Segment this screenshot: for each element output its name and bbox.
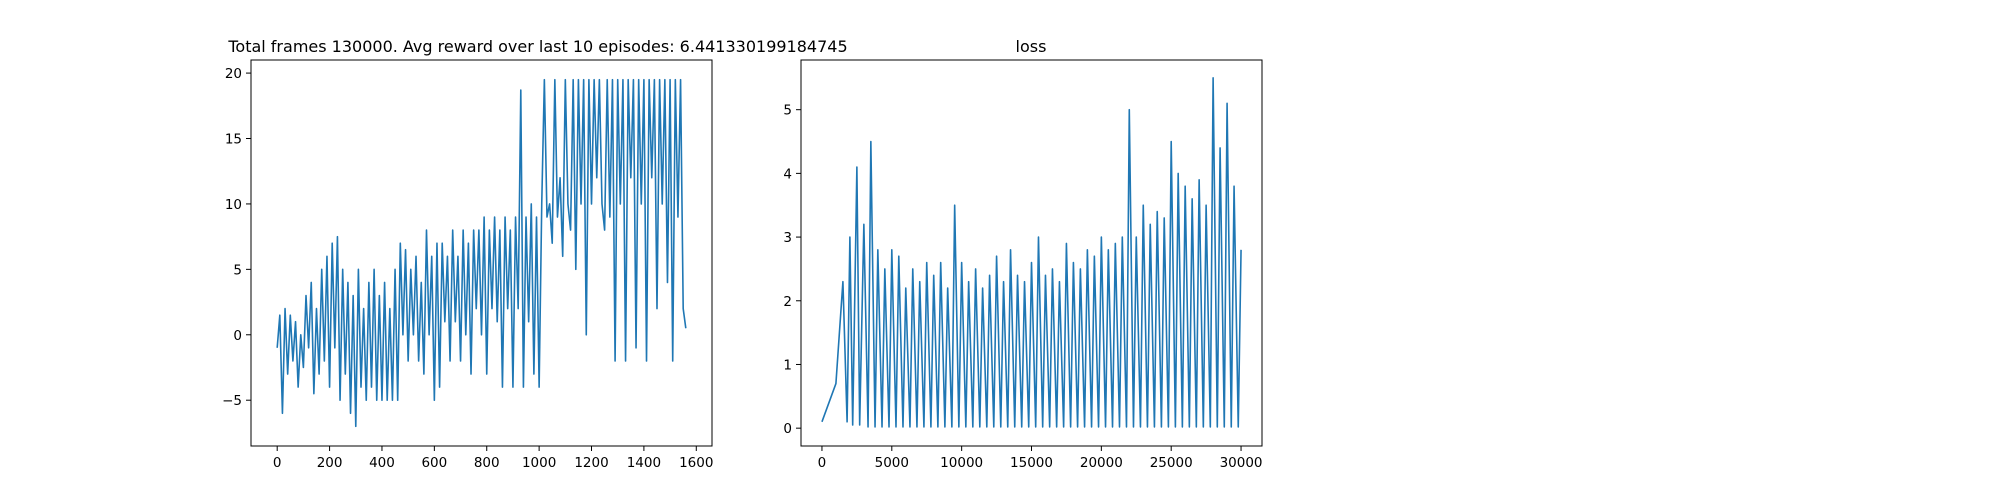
loss-x-ticks: 0 5000 10000 15000 20000 25000 30000 [818, 446, 1263, 471]
loss-x-tick-label: 10000 [940, 455, 983, 471]
loss-y-ticks: 0 1 2 3 4 5 [783, 103, 801, 437]
reward-x-tick-label: 400 [369, 455, 395, 471]
loss-plot-frame [800, 59, 1263, 447]
reward-x-tick-label: 600 [421, 455, 447, 471]
reward-x-tick-label: 0 [273, 455, 282, 471]
loss-y-tick-label: 4 [783, 166, 792, 182]
reward-y-tick-label: 10 [225, 197, 242, 213]
loss-series-line [821, 77, 1242, 428]
loss-x-tick-label: 30000 [1220, 455, 1263, 471]
reward-x-tick-label: 800 [474, 455, 500, 471]
loss-y-tick-label: 0 [783, 421, 792, 437]
reward-y-tick-label: 15 [225, 132, 242, 148]
loss-x-tick-label: 5000 [875, 455, 909, 471]
reward-plot-frame [250, 59, 713, 447]
loss-x-tick-label: 25000 [1150, 455, 1193, 471]
loss-x-tick-label: 20000 [1080, 455, 1123, 471]
reward-y-tick-label: 20 [225, 66, 242, 82]
loss-y-tick-label: 2 [783, 294, 792, 310]
reward-x-tick-label: 200 [317, 455, 343, 471]
loss-y-tick-label: 1 [783, 357, 792, 373]
reward-x-tick-label: 1600 [679, 455, 713, 471]
reward-y-ticks: −5 0 5 10 15 20 [222, 66, 251, 409]
reward-y-tick-label: −5 [222, 393, 242, 409]
reward-x-tick-label: 1400 [627, 455, 661, 471]
reward-x-ticks: 0 200 400 600 800 1000 1200 1400 1600 [273, 446, 713, 471]
reward-chart-title: Total frames 130000. Avg reward over las… [227, 37, 847, 56]
loss-y-tick-label: 3 [783, 230, 792, 246]
reward-series-line [276, 78, 687, 428]
reward-y-tick-label: 0 [233, 328, 242, 344]
loss-chart: loss 0 5000 10000 15000 20000 25000 30000 0 1 2 3… [783, 37, 1262, 471]
loss-x-tick-label: 0 [818, 455, 827, 471]
loss-chart-title: loss [1016, 37, 1047, 56]
reward-chart: Total frames 130000. Avg reward over las… [222, 37, 848, 471]
loss-y-tick-label: 5 [783, 103, 792, 119]
loss-x-tick-label: 15000 [1010, 455, 1053, 471]
reward-y-tick-label: 5 [233, 262, 242, 278]
reward-x-tick-label: 1000 [522, 455, 556, 471]
reward-x-tick-label: 1200 [574, 455, 608, 471]
